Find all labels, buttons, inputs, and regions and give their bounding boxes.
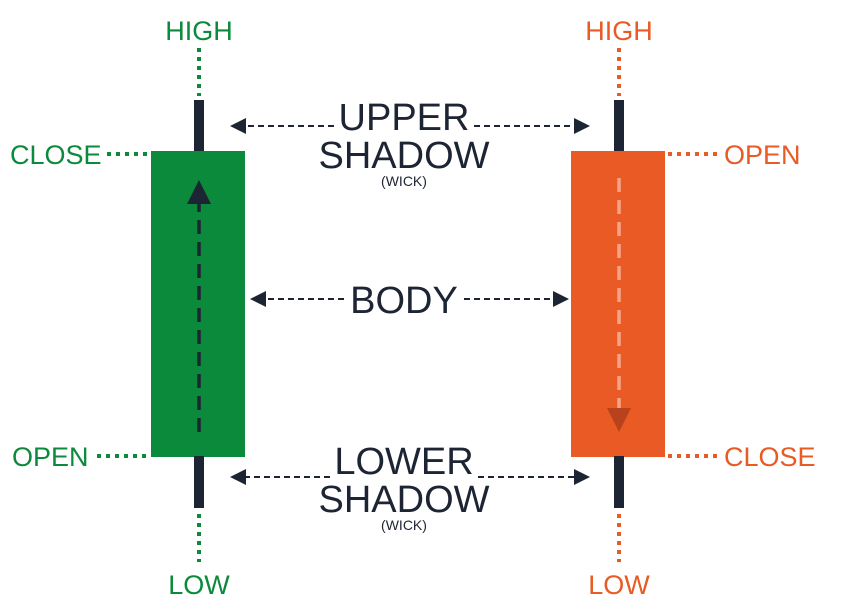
bearish-direction-arrowhead bbox=[607, 408, 631, 432]
bullish-high-label: HIGH bbox=[165, 16, 233, 46]
body-label: BODY bbox=[350, 280, 458, 322]
bullish-candle: HIGH CLOSE OPEN LOW bbox=[10, 16, 245, 600]
lower-shadow-wick-note: (WICK) bbox=[381, 517, 427, 533]
lower-shadow-label-line2: SHADOW bbox=[319, 479, 490, 521]
upper-shadow-wick-note: (WICK) bbox=[381, 173, 427, 189]
bearish-low-label: LOW bbox=[588, 570, 650, 600]
upper-shadow-label-line1: UPPER bbox=[339, 97, 470, 139]
bullish-close-label: CLOSE bbox=[10, 140, 102, 170]
lower-shadow-label-line1: LOWER bbox=[334, 441, 473, 483]
bullish-low-label: LOW bbox=[168, 570, 230, 600]
body-annotation: BODY bbox=[250, 280, 569, 322]
bearish-open-label: OPEN bbox=[724, 140, 801, 170]
bullish-direction-arrowhead bbox=[187, 180, 211, 204]
bearish-close-label: CLOSE bbox=[724, 442, 816, 472]
bearish-high-label: HIGH bbox=[585, 16, 653, 46]
bullish-open-label: OPEN bbox=[12, 442, 89, 472]
bearish-candle: HIGH OPEN CLOSE LOW bbox=[571, 16, 816, 600]
upper-shadow-label-line2: SHADOW bbox=[319, 135, 490, 177]
lower-shadow-annotation: LOWER SHADOW (WICK) bbox=[230, 441, 590, 533]
upper-shadow-annotation: UPPER SHADOW (WICK) bbox=[230, 97, 590, 189]
